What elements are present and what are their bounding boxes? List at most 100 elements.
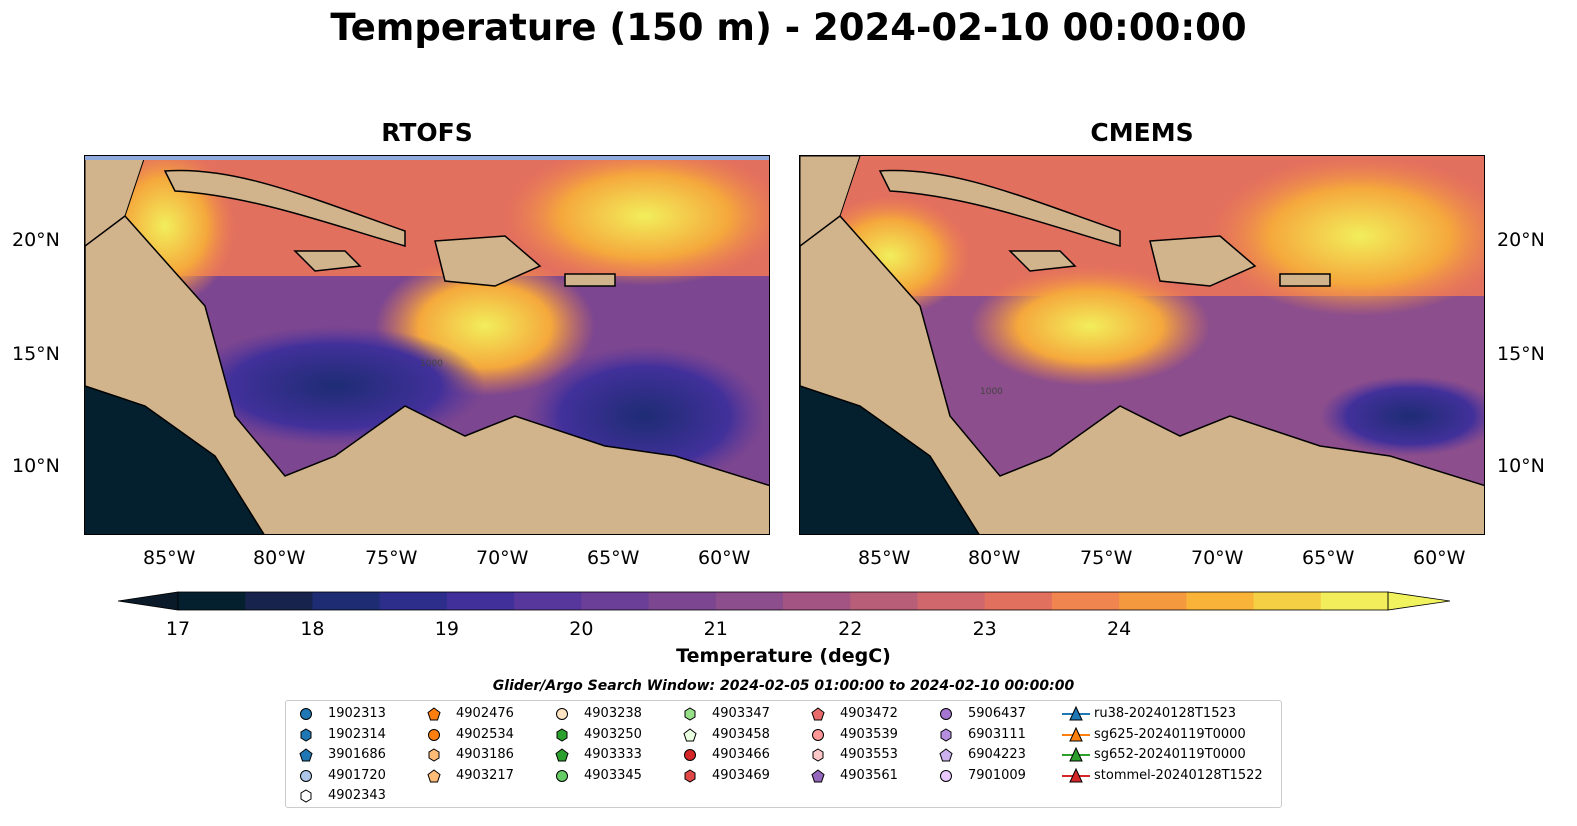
legend-marker-icon	[300, 728, 312, 742]
legend-marker-icon	[428, 748, 440, 762]
colorbar-segment	[1119, 592, 1187, 610]
legend-marker-icon	[556, 769, 568, 782]
legend-label: 7901009	[968, 767, 1026, 783]
legend-label: 4903539	[840, 726, 898, 742]
x-tick-label: 60°W	[698, 547, 751, 569]
colorbar-segment	[1186, 592, 1255, 610]
legend-label: 6903111	[968, 726, 1026, 742]
legend-marker-icon	[1062, 767, 1090, 783]
legend-marker-icon	[939, 748, 953, 762]
legend-label: 4903217	[456, 767, 514, 783]
colorbar-segment	[984, 592, 1053, 610]
colorbar-segment	[715, 592, 784, 610]
colorbar-tick-label: 23	[972, 618, 997, 640]
legend-label: 3901686	[328, 747, 386, 763]
legend-label: 4903458	[712, 726, 770, 742]
colorbar-extend-high	[1387, 591, 1450, 611]
y-tick-label-right: 10°N	[1497, 455, 1545, 477]
legend-marker-icon	[556, 708, 568, 720]
x-tick-label: 70°W	[1191, 547, 1244, 569]
legend-marker-icon	[300, 708, 312, 720]
map-cmems-canvas: 1000	[800, 156, 1484, 534]
legend-marker-icon	[940, 728, 952, 742]
figure-title: Temperature (150 m) - 2024-02-10 00:00:0…	[330, 6, 1247, 49]
legend-label: 4901720	[328, 767, 386, 783]
legend-marker-icon	[299, 748, 313, 762]
y-tick-label-left: 20°N	[12, 229, 60, 251]
x-tick-label: 85°W	[858, 547, 911, 569]
x-tick-label: 75°W	[1080, 547, 1133, 569]
legend-label: 1902313	[328, 706, 386, 721]
legend-label: 4903333	[584, 747, 642, 763]
legend-label: 4902534	[456, 726, 514, 742]
legend-marker-icon	[940, 769, 952, 782]
colorbar-segment	[581, 592, 650, 610]
y-tick-label-left: 15°N	[12, 343, 60, 365]
colorbar-tick-label: 24	[1107, 618, 1132, 640]
legend-marker-icon	[683, 727, 697, 742]
contour-label: 1000	[980, 387, 1003, 397]
legend-label: 4903250	[584, 726, 642, 742]
legend-label: 4902476	[456, 706, 514, 721]
legend-marker-icon	[684, 749, 696, 762]
colorbar-segment	[917, 592, 986, 610]
legend-marker-icon	[940, 708, 952, 720]
colorbar-segment	[1051, 592, 1120, 610]
colorbar-tick-label: 22	[838, 618, 863, 640]
legend-marker-icon	[300, 769, 312, 782]
colorbar-extend-low	[118, 591, 179, 611]
y-tick-label-left: 10°N	[12, 455, 60, 477]
x-tick-label: 85°W	[143, 547, 196, 569]
legend-marker-icon	[812, 748, 824, 762]
legend-label: stommel-20240128T1522	[1094, 767, 1263, 783]
colorbar-segment	[178, 592, 246, 610]
x-tick-label: 70°W	[476, 547, 529, 569]
colorbar-segment	[312, 592, 381, 610]
legend-marker-icon	[684, 707, 696, 721]
colorbar-segment	[245, 592, 313, 610]
legend-marker-icon	[684, 769, 696, 783]
panel-title-cmems: CMEMS	[1090, 118, 1194, 147]
legend: 1902313 1902314 3901686 4901720 4902343 49024…	[285, 700, 1282, 808]
y-tick-label-right: 15°N	[1497, 343, 1545, 365]
legend-marker-icon	[1062, 705, 1090, 721]
legend-label: 4903186	[456, 747, 514, 763]
legend-label: 4903345	[584, 767, 642, 783]
colorbar-tick-label: 18	[300, 618, 325, 640]
x-tick-label: 60°W	[1413, 547, 1466, 569]
x-tick-label: 80°W	[253, 547, 306, 569]
legend-marker-icon	[811, 707, 825, 721]
legend-marker-icon	[556, 728, 568, 742]
colorbar-tick-label: 19	[434, 618, 459, 640]
colorbar-segment	[1253, 592, 1322, 610]
legend-label: ru38-20240128T1523	[1094, 706, 1237, 721]
contour-label: 1000	[420, 359, 443, 369]
legend-marker-icon	[427, 769, 441, 783]
colorbar-segment	[783, 592, 851, 610]
legend-label: 4903561	[840, 767, 898, 783]
x-tick-label: 65°W	[1302, 547, 1355, 569]
colorbar-segment	[648, 592, 717, 610]
legend-label: sg625-20240119T0000	[1094, 726, 1246, 742]
x-tick-label: 80°W	[968, 547, 1021, 569]
legend-label: 4903553	[840, 747, 898, 763]
legend-marker-icon	[428, 728, 440, 741]
legend-marker-icon	[811, 769, 825, 783]
legend-label: 5906437	[968, 706, 1026, 721]
legend-label: 4903472	[840, 706, 898, 721]
legend-label: 1902314	[328, 726, 386, 742]
legend-marker-icon	[300, 789, 312, 803]
colorbar-tick-label: 20	[569, 618, 594, 640]
search-window-text: Glider/Argo Search Window: 2024-02-05 01…	[492, 678, 1075, 694]
colorbar-tick-label: 21	[703, 618, 728, 640]
colorbar-segment	[514, 592, 582, 610]
legend-marker-icon	[1062, 746, 1090, 762]
map-cmems: 1000	[799, 155, 1485, 535]
x-tick-label: 75°W	[365, 547, 418, 569]
map-rtofs: 1000	[84, 155, 770, 535]
legend-label: 4903466	[712, 747, 770, 763]
y-tick-label-right: 20°N	[1497, 229, 1545, 251]
x-tick-label: 65°W	[587, 547, 640, 569]
map-rtofs-canvas: 1000	[85, 156, 769, 534]
legend-marker-icon	[427, 707, 441, 721]
